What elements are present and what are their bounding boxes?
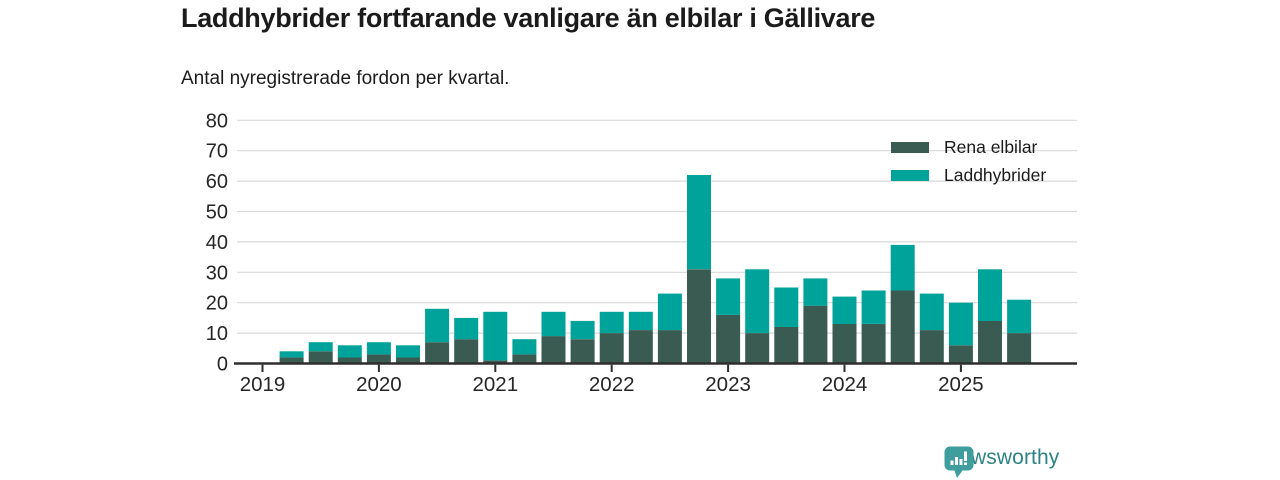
- bar-segment-2020-Q1: [366, 342, 391, 355]
- legend-swatch-rena-elbilar: [891, 142, 929, 153]
- bar-segment-2025-Q1: [948, 345, 973, 364]
- legend-item-laddhybrider: Laddhybrider: [891, 163, 1046, 188]
- bar-segment-2024-Q2: [861, 324, 886, 364]
- newsworthy-bubble-chart-icon: [944, 446, 974, 478]
- bar-segment-2025-Q3: [1007, 333, 1032, 364]
- bar-segment-2022-Q4: [687, 175, 711, 270]
- bar-segment-2021-Q4: [570, 320, 595, 340]
- bar-segment-2024-Q2: [861, 290, 886, 324]
- bar-segment-2025-Q3: [1007, 299, 1032, 334]
- x-tick-label: 2020: [356, 373, 402, 396]
- bar-segment-2024-Q4: [919, 330, 944, 364]
- x-tick-label: 2023: [705, 373, 751, 396]
- legend-label: Rena elbilar: [944, 137, 1038, 157]
- bar-segment-2019-Q2: [279, 357, 304, 364]
- y-tick-label: 10: [206, 323, 228, 345]
- bar-segment-2021-Q2: [512, 339, 537, 355]
- y-tick-label: 30: [206, 262, 228, 284]
- bar-segment-2021-Q1: [483, 360, 508, 364]
- bar-segment-2020-Q3: [425, 308, 450, 343]
- chart-title: Laddhybrider fortfarande vanligare än el…: [181, 3, 876, 33]
- x-tick-label: 2021: [472, 373, 518, 396]
- x-tick-label: 2025: [938, 373, 984, 396]
- x-tick-label: 2019: [240, 373, 286, 396]
- bar-segment-2020-Q2: [396, 345, 420, 358]
- bar-segment-2021-Q3: [541, 336, 566, 364]
- bar-segment-2023-Q2: [745, 333, 770, 364]
- y-tick-label: 50: [206, 202, 228, 224]
- bar-segment-2023-Q3: [774, 327, 799, 364]
- bar-segment-2022-Q4: [687, 269, 711, 364]
- bar-segment-2024-Q1: [832, 324, 857, 364]
- bar-segment-2019-Q3: [308, 351, 333, 364]
- y-tick-label: 70: [206, 141, 228, 163]
- bar-segment-2019-Q3: [308, 342, 333, 352]
- bar-segment-2025-Q2: [978, 269, 1002, 321]
- bar-segment-2024-Q4: [919, 293, 944, 331]
- bar-segment-2020-Q4: [454, 317, 479, 340]
- bar-segment-2022-Q2: [628, 330, 653, 364]
- bar-segment-2023-Q1: [716, 314, 741, 364]
- bar-segment-2020-Q3: [425, 342, 450, 364]
- bar-segment-2021-Q2: [512, 354, 537, 364]
- bar-segment-2022-Q3: [657, 330, 682, 364]
- y-tick-label: 80: [206, 110, 228, 132]
- bar-segment-2025-Q2: [978, 320, 1002, 364]
- bar-segment-2023-Q4: [803, 305, 828, 364]
- bar-segment-2024-Q3: [890, 244, 915, 291]
- y-tick-label: 60: [206, 171, 228, 193]
- chart-legend: Rena elbilar Laddhybrider: [891, 135, 1046, 188]
- chart-subtitle: Antal nyregistrerade fordon per kvartal.: [181, 68, 510, 89]
- x-tick-label: 2024: [822, 373, 868, 396]
- bar-segment-2019-Q4: [337, 345, 362, 358]
- bar-segment-2021-Q4: [570, 339, 595, 364]
- legend-swatch-laddhybrider: [891, 170, 929, 181]
- bar-segment-2023-Q1: [716, 278, 741, 315]
- bar-segment-2022-Q2: [628, 311, 653, 330]
- bar-segment-2022-Q3: [657, 293, 682, 331]
- bar-segment-2023-Q2: [745, 269, 770, 334]
- bar-segment-2020-Q4: [454, 339, 479, 364]
- y-tick-label: 0: [217, 354, 228, 376]
- bar-segment-2023-Q3: [774, 287, 799, 327]
- bar-segment-2024-Q3: [890, 290, 915, 364]
- bar-segment-2024-Q1: [832, 296, 857, 324]
- bar-segment-2025-Q1: [948, 302, 973, 346]
- bar-segment-2019-Q4: [337, 357, 362, 364]
- bar-segment-2020-Q2: [396, 357, 420, 364]
- bar-segment-2022-Q1: [599, 311, 624, 334]
- newsworthy-logo: Newsworthy: [944, 446, 1059, 478]
- y-tick-label: 20: [206, 293, 228, 315]
- bar-segment-2023-Q4: [803, 278, 828, 306]
- bar-segment-2021-Q1: [483, 311, 508, 361]
- y-tick-label: 40: [206, 232, 228, 254]
- legend-label: Laddhybrider: [944, 165, 1047, 185]
- bar-segment-2019-Q2: [279, 351, 304, 358]
- x-tick-label: 2022: [589, 373, 635, 396]
- bar-segment-2021-Q3: [541, 311, 566, 337]
- bar-segment-2020-Q1: [366, 354, 391, 364]
- bar-segment-2022-Q1: [599, 333, 624, 364]
- legend-item-rena-elbilar: Rena elbilar: [891, 135, 1046, 160]
